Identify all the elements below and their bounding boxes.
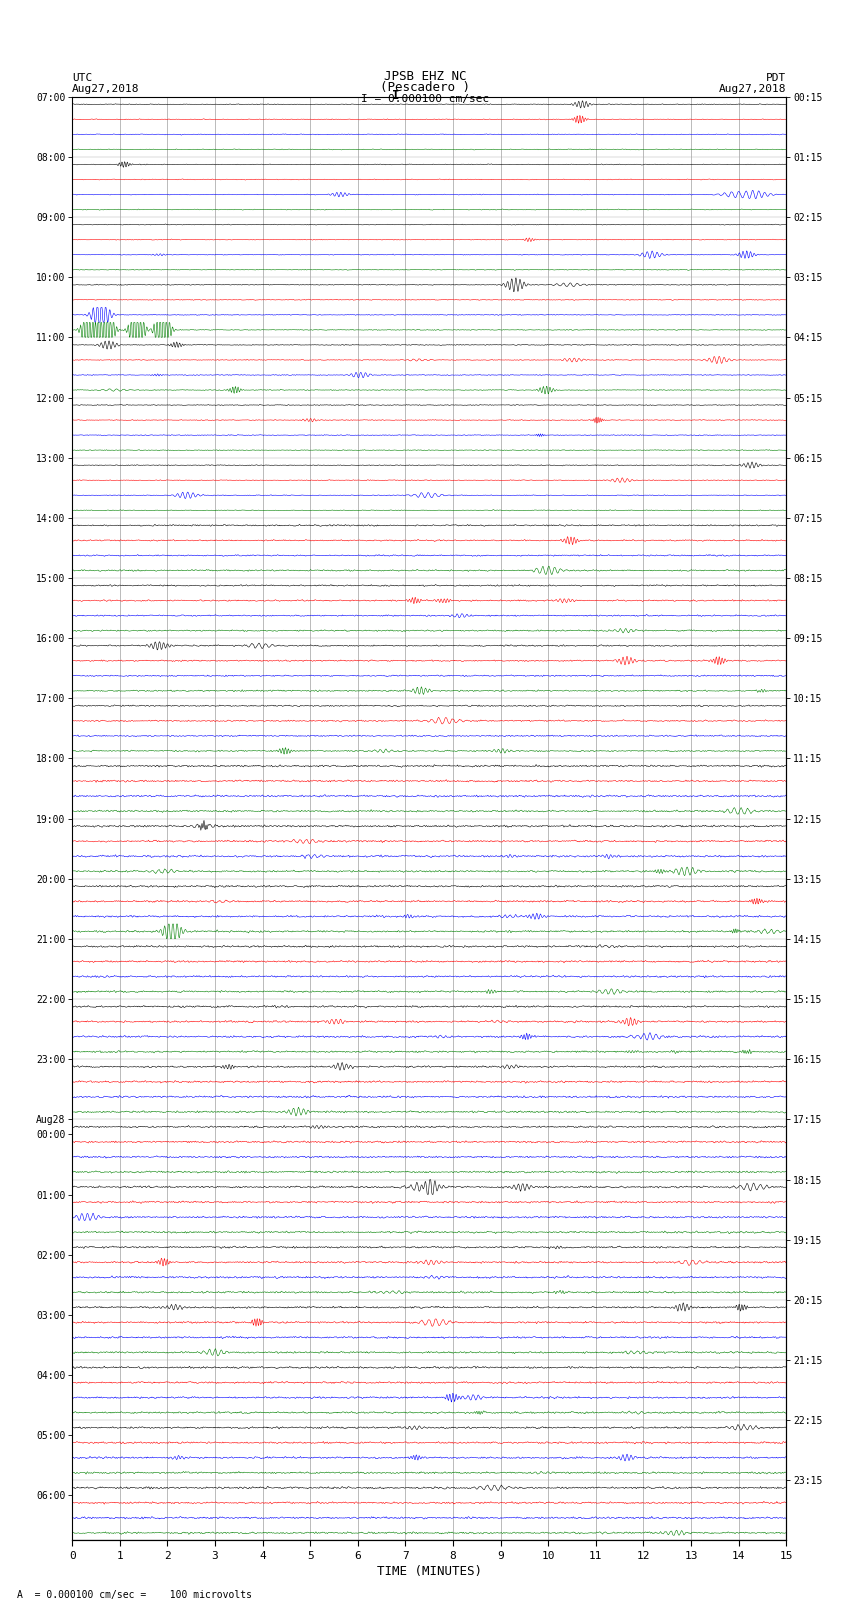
Text: UTC: UTC bbox=[72, 73, 93, 84]
Text: JPSB EHZ NC: JPSB EHZ NC bbox=[383, 69, 467, 84]
Text: Aug27,2018: Aug27,2018 bbox=[72, 84, 139, 94]
Text: Aug27,2018: Aug27,2018 bbox=[719, 84, 786, 94]
Text: I: I bbox=[392, 89, 400, 103]
Text: A  = 0.000100 cm/sec =    100 microvolts: A = 0.000100 cm/sec = 100 microvolts bbox=[17, 1590, 252, 1600]
Text: (Pescadero ): (Pescadero ) bbox=[380, 81, 470, 94]
X-axis label: TIME (MINUTES): TIME (MINUTES) bbox=[377, 1565, 482, 1578]
Text: PDT: PDT bbox=[766, 73, 786, 84]
Text: I = 0.000100 cm/sec: I = 0.000100 cm/sec bbox=[361, 94, 489, 105]
